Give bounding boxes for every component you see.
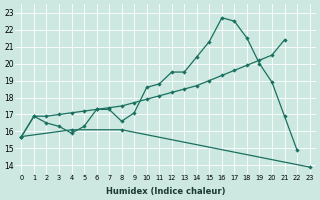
X-axis label: Humidex (Indice chaleur): Humidex (Indice chaleur) [106, 187, 225, 196]
